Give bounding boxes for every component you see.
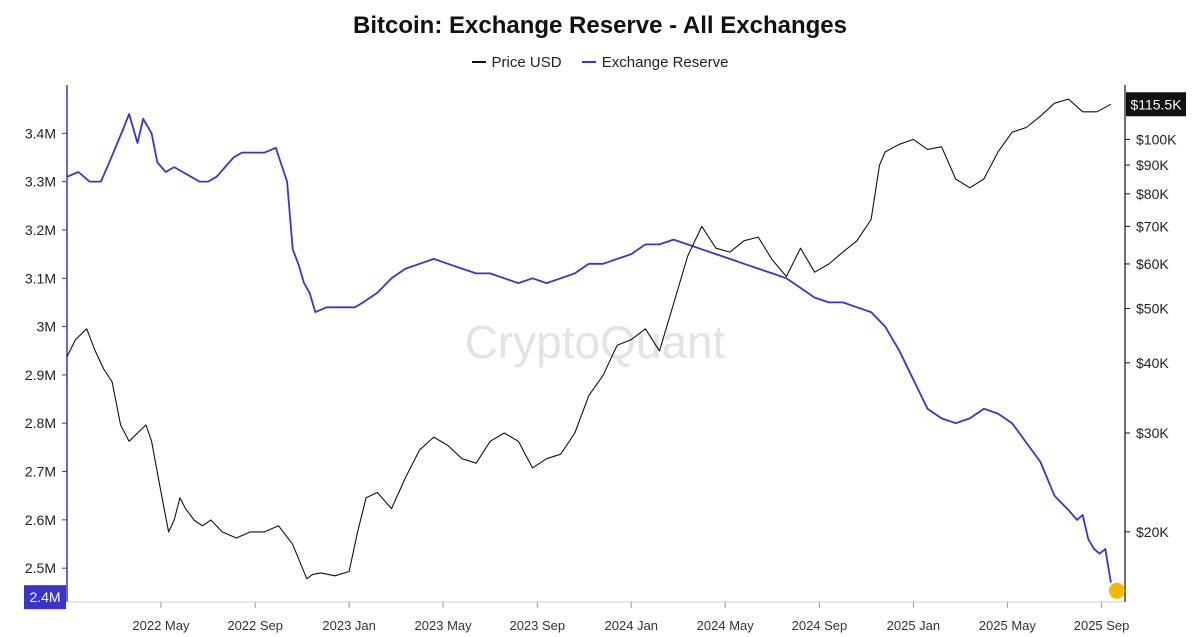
right-current-label: $115.5K	[1130, 96, 1182, 112]
right-tick-label: $100K	[1136, 131, 1177, 147]
x-tick-label: 2025 May	[979, 618, 1037, 633]
left-tick-label: 2.7M	[25, 464, 56, 480]
left-tick-label: 3.2M	[25, 222, 56, 238]
x-tick-label: 2023 May	[415, 618, 473, 633]
right-tick-label: $90K	[1136, 157, 1169, 173]
right-tick-label: $60K	[1136, 256, 1169, 272]
x-tick-label: 2022 Sep	[227, 618, 283, 633]
left-tick-label: 2.5M	[25, 560, 56, 576]
legend-swatch-price	[471, 61, 486, 63]
x-tick-label: 2024 Sep	[792, 618, 848, 633]
left-tick-label: 3.1M	[25, 270, 56, 286]
x-tick-label: 2024 Jan	[605, 618, 659, 633]
right-tick-label: $70K	[1136, 218, 1169, 234]
x-tick-label: 2023 Sep	[509, 618, 565, 633]
right-tick-label: $40K	[1136, 355, 1169, 371]
left-tick-label: 3.3M	[25, 174, 56, 190]
legend-label-price: Price USD	[491, 53, 562, 71]
legend-swatch-reserve	[581, 61, 596, 63]
legend: Price USD Exchange Reserve	[0, 50, 1200, 71]
left-current-label: 2.4M	[29, 589, 60, 605]
left-current-badge	[24, 585, 66, 610]
legend-label-reserve: Exchange Reserve	[601, 53, 729, 71]
x-tick-label: 2025 Jan	[887, 618, 941, 633]
left-tick-label: 2.8M	[25, 415, 56, 431]
legend-item-reserve[interactable]: Exchange Reserve	[581, 53, 729, 71]
current-value-marker	[1108, 582, 1125, 599]
watermark: CryptoQuant	[465, 316, 726, 368]
right-tick-label: $50K	[1136, 300, 1169, 316]
x-tick-label: 2024 May	[697, 618, 755, 633]
left-tick-label: 3M	[37, 319, 56, 335]
right-tick-label: $20K	[1136, 524, 1169, 540]
chart-title: Bitcoin: Exchange Reserve - All Exchange…	[353, 12, 847, 39]
series-line-price-usd	[66, 98, 1112, 580]
left-tick-label: 3.4M	[25, 125, 56, 141]
x-tick-label: 2022 May	[132, 618, 190, 633]
legend-item-price[interactable]: Price USD	[471, 53, 562, 71]
left-tick-label: 2.6M	[25, 512, 56, 528]
x-tick-label: 2025 Sep	[1074, 618, 1130, 633]
x-tick-label: 2023 Jan	[322, 618, 376, 633]
right-current-badge	[1126, 92, 1186, 117]
right-tick-label: $80K	[1136, 186, 1169, 202]
series-line-exchange-reserve	[66, 113, 1112, 583]
left-tick-label: 2.9M	[25, 367, 56, 383]
right-tick-label: $30K	[1136, 425, 1169, 441]
